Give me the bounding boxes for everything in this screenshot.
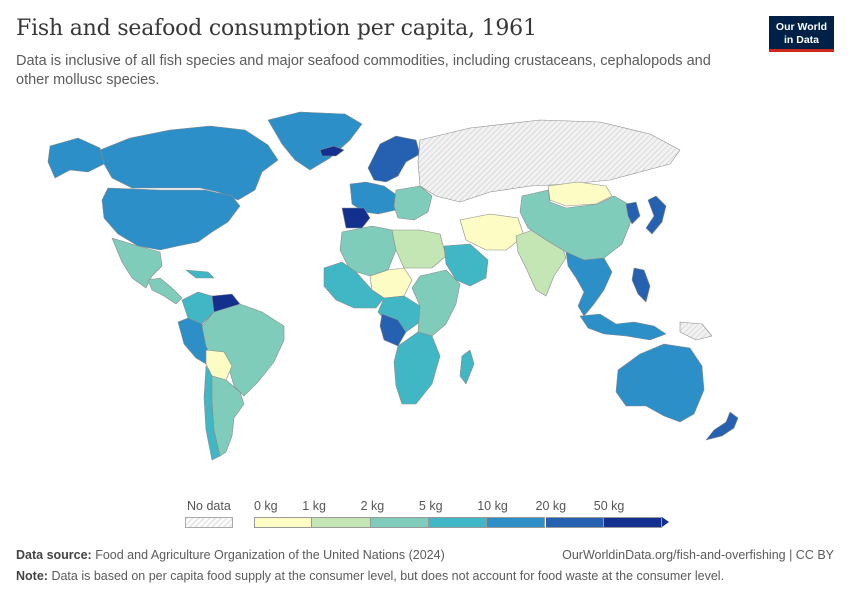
region-japan[interactable] (645, 195, 667, 235)
legend-bin-swatch (487, 517, 546, 528)
region-arabian-peninsula[interactable] (443, 243, 489, 287)
owid-logo[interactable]: Our World in Data (769, 16, 834, 52)
source-label: Data source: (16, 548, 92, 562)
region-mexico[interactable] (111, 237, 163, 289)
logo-line-2: in Data (783, 33, 819, 46)
legend-no-data-label: No data (187, 499, 231, 513)
region-soviet-union[interactable] (417, 119, 681, 203)
region-southeast-asia[interactable] (565, 251, 613, 317)
region-united-states[interactable] (101, 187, 241, 251)
legend-bin-label: 5 kg (418, 499, 443, 513)
region-mongolia[interactable] (547, 181, 613, 207)
chart-subtitle: Data is inclusive of all fish species an… (16, 53, 711, 88)
region-brazil[interactable] (201, 303, 285, 397)
legend-bin-swatch (428, 517, 488, 528)
legend-bin-label: 20 kg (535, 499, 567, 513)
legend-arrow-tip (662, 517, 670, 527)
source-text: Food and Agriculture Organization of the… (95, 548, 445, 562)
region-iceland[interactable] (319, 145, 345, 157)
region-alaska[interactable] (47, 137, 105, 179)
legend-bin-label: 50 kg (593, 499, 625, 513)
note-text: Data is based on per capita food supply … (51, 569, 725, 583)
owid-link[interactable]: OurWorldinData.org/fish-and-overfishing … (562, 548, 834, 562)
region-canada[interactable] (99, 125, 279, 201)
region-eastern-europe[interactable] (393, 185, 433, 221)
region-indonesia[interactable] (579, 313, 667, 341)
logo-line-1: Our World (775, 21, 828, 33)
region-central-america[interactable] (147, 277, 183, 305)
legend-bin-label: 10 kg (477, 499, 508, 513)
legend-bin-label: 2 kg (360, 499, 385, 513)
legend-bin-label: 0 kg (254, 499, 278, 513)
map-legend: No data 0 kg 1 kg 2 kg 5 kg 10 kg 20 kg 50 kg (0, 495, 850, 535)
legend-bin-swatch (603, 517, 663, 528)
region-west-africa[interactable] (323, 261, 385, 309)
region-madagascar[interactable] (459, 349, 475, 385)
note-label: Note: (16, 569, 48, 583)
chart-title: Fish and seafood consumption per capita,… (16, 16, 537, 41)
legend-bin-swatch (545, 517, 604, 528)
region-china[interactable] (519, 189, 633, 261)
region-scandinavia[interactable] (367, 135, 421, 183)
legend-bin-label: 1 kg (302, 499, 326, 513)
footer-note: Note: Data is based on per capita food s… (16, 569, 724, 583)
legend-bin-swatch (312, 517, 371, 528)
region-argentina[interactable] (211, 375, 245, 457)
legend-bin-swatch (370, 517, 429, 528)
region-australia[interactable] (615, 343, 705, 423)
region-korea[interactable] (625, 201, 641, 225)
region-libya-egypt[interactable] (391, 229, 447, 269)
region-papua-new-guinea[interactable] (679, 321, 713, 341)
footer-source: Data source: Food and Agriculture Organi… (16, 548, 445, 562)
region-east-africa[interactable] (411, 269, 461, 337)
footer-link: OurWorldinData.org/fish-and-overfishing … (562, 548, 834, 562)
region-southern-africa[interactable] (393, 331, 441, 405)
region-iberia[interactable] (341, 207, 371, 229)
region-iran-afghanistan[interactable] (459, 213, 525, 251)
region-cuba[interactable] (185, 269, 215, 279)
region-philippines[interactable] (631, 267, 651, 303)
legend-bin-swatch (254, 517, 313, 528)
legend-no-data-swatch (185, 517, 233, 528)
region-greenland[interactable] (267, 111, 363, 171)
region-new-zealand[interactable] (705, 411, 739, 441)
world-map[interactable] (0, 100, 850, 490)
